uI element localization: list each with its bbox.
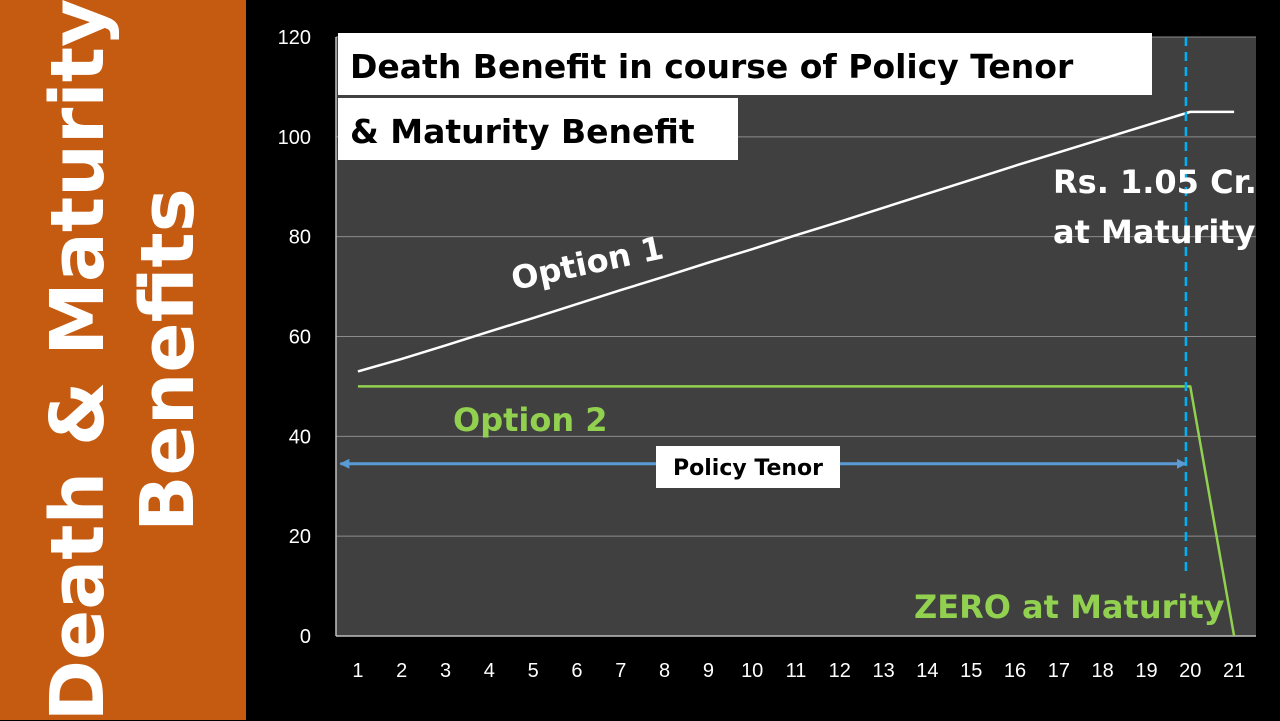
chart-title-line1: Death Benefit in course of Policy Tenor xyxy=(350,47,1074,86)
y-tick-100: 100 xyxy=(278,127,311,149)
y-tick-60: 60 xyxy=(289,327,311,349)
series-line-option2 xyxy=(357,385,1236,637)
y-tick-20: 20 xyxy=(289,526,311,548)
x-tick-11: 11 xyxy=(786,660,807,682)
series-layer xyxy=(357,110,1236,637)
x-tick-19: 19 xyxy=(1135,660,1157,682)
zero-at-maturity-label: ZERO at Maturity xyxy=(914,588,1225,626)
axes xyxy=(335,37,1256,637)
chart-title-box-line1 xyxy=(338,33,1152,95)
sidebar-title-line1: Death & Maturity xyxy=(34,0,121,721)
option2-label: Option 2 xyxy=(453,401,608,439)
y-tick-80: 80 xyxy=(289,227,311,249)
sidebar: Death & Maturity Benefits xyxy=(0,0,246,721)
x-tick-10: 10 xyxy=(741,660,763,682)
x-tick-14: 14 xyxy=(916,660,938,682)
maturity-value-label-line1: Rs. 1.05 Cr. xyxy=(1053,163,1257,201)
x-tick-9: 9 xyxy=(703,660,714,682)
x-tick-21: 21 xyxy=(1223,660,1245,682)
x-tick-6: 6 xyxy=(571,660,582,682)
y-tick-0: 0 xyxy=(300,626,311,648)
x-tick-16: 16 xyxy=(1004,660,1026,682)
x-tick-7: 7 xyxy=(615,660,626,682)
x-tick-13: 13 xyxy=(872,660,894,682)
x-tick-17: 17 xyxy=(1048,660,1070,682)
chart-title-line2: & Maturity Benefit xyxy=(350,112,695,151)
policy-tenor-label: Policy Tenor xyxy=(673,456,823,481)
x-tick-5: 5 xyxy=(528,660,539,682)
x-tick-12: 12 xyxy=(829,660,851,682)
chart-title-box-line2 xyxy=(338,98,738,160)
x-tick-3: 3 xyxy=(440,660,451,682)
x-tick-2: 2 xyxy=(396,660,407,682)
sidebar-title: Death & Maturity Benefits xyxy=(0,0,246,721)
x-tick-15: 15 xyxy=(960,660,982,682)
y-tick-120: 120 xyxy=(278,27,311,49)
sidebar-title-line2: Benefits xyxy=(125,188,211,532)
y-tick-labels: 0 20 40 60 80 100 120 xyxy=(278,27,311,648)
x-tick-18: 18 xyxy=(1092,660,1114,682)
x-tick-8: 8 xyxy=(659,660,670,682)
y-tick-40: 40 xyxy=(289,426,311,448)
x-tick-20: 20 xyxy=(1179,660,1201,682)
x-tick-4: 4 xyxy=(484,660,495,682)
series-line-option1 xyxy=(357,110,1235,373)
x-tick-1: 1 xyxy=(352,660,363,682)
policy-tenor-label-box xyxy=(656,446,840,488)
x-tick-labels: 1 2 3 4 5 6 7 8 9 10 11 12 13 14 15 16 17 18 19 20 21 xyxy=(352,660,1245,682)
maturity-value-label-line2: at Maturity xyxy=(1053,213,1256,251)
